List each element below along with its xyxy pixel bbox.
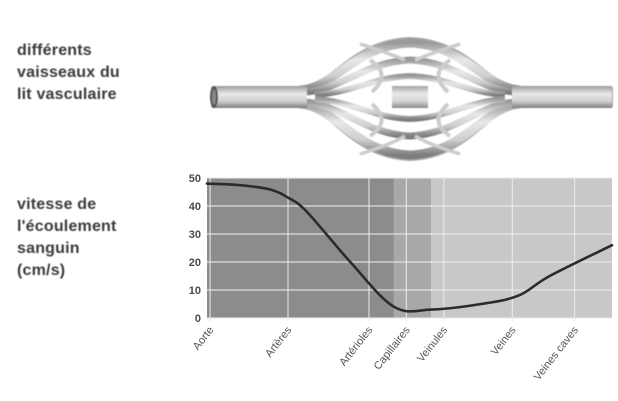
x-category-1: Artères [263,324,295,360]
y-tick-50: 50 [189,173,201,185]
vessel-label-line-1: différents [17,42,92,59]
band-venous [431,178,612,318]
y-tick-40: 40 [189,201,201,213]
vessel-label-line-2: vaisseaux du [17,64,120,81]
velocity-label-line-3: sanguin [17,240,80,257]
x-category-6: Veines caves [532,324,582,383]
x-category-2: Artérioles [337,324,375,368]
x-category-3: Capillaires [372,324,413,372]
x-category-5: Veines [489,324,519,358]
chart-grid [207,177,612,322]
band-arterial [207,178,394,318]
y-tick-20: 20 [189,257,201,269]
velocity-chart: 0 10 20 30 40 50 Aorte Artères ArtériolesCapill… [189,173,614,383]
vessel-network-diagram [210,36,613,162]
velocity-label: vitesse de l'écoulement sanguin (cm/s) [17,194,192,282]
y-axis-ticks: 0 10 20 30 40 50 [189,173,201,325]
y-tick-0: 0 [195,313,201,325]
velocity-curve [205,182,614,313]
velocity-label-line-4: (cm/s) [17,262,66,279]
vessel-label: différents vaisseaux du lit vasculaire [17,40,192,106]
chart-background-bands [207,178,612,318]
velocity-label-line-1: vitesse de [17,196,97,213]
x-category-0: Aorte [191,324,217,352]
band-capillary [393,178,432,318]
x-category-4: Veinules [415,324,450,365]
y-tick-30: 30 [189,229,201,241]
y-tick-10: 10 [189,285,201,297]
velocity-label-line-2: l'écoulement [17,218,117,235]
vessel-label-line-3: lit vasculaire [17,86,117,103]
